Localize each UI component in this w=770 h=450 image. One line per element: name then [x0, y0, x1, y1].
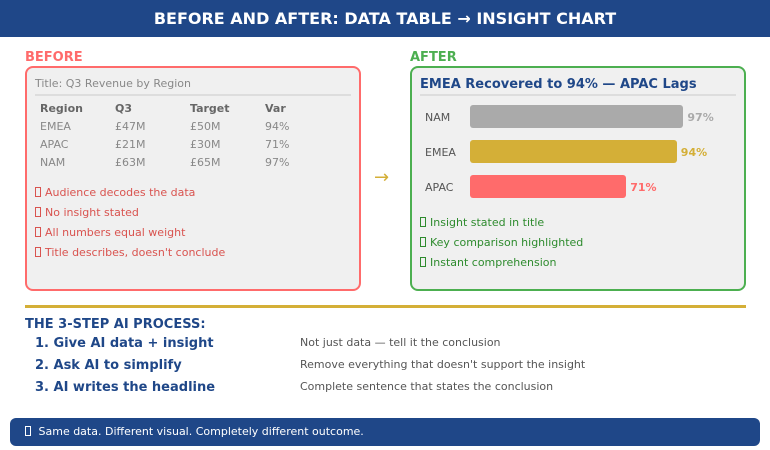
process-step-desc: Not just data — tell it the conclusion	[300, 336, 501, 349]
list-item-text: Audience decodes the data	[45, 186, 196, 199]
table-cell: APAC	[40, 138, 69, 151]
missing-glyph-icon	[420, 257, 426, 267]
list-item: Key comparison highlighted	[420, 236, 583, 249]
list-item: No insight stated	[35, 206, 139, 219]
table-cell: EMEA	[40, 120, 71, 133]
list-item-text: No insight stated	[45, 206, 139, 219]
arrow-icon: →	[374, 167, 390, 188]
list-item: All numbers equal weight	[35, 226, 185, 239]
bar-label: NAM	[425, 111, 451, 124]
table-cell: £21M	[115, 138, 146, 151]
column-header: Var	[265, 102, 286, 115]
table-cell: 97%	[265, 156, 290, 169]
table-cell: £50M	[190, 120, 221, 133]
table-cell: £30M	[190, 138, 221, 151]
list-item-text: Title describes, doesn't conclude	[45, 246, 226, 259]
process-step: 3. AI writes the headline	[35, 380, 216, 395]
bar-label: APAC	[425, 181, 454, 194]
process-step: 1. Give AI data + insight	[35, 336, 214, 351]
missing-glyph-icon	[25, 426, 31, 436]
table-cell: NAM	[40, 156, 66, 169]
table-cell: 94%	[265, 120, 290, 133]
missing-glyph-icon	[35, 207, 41, 217]
process-title: THE 3-STEP AI PROCESS:	[25, 317, 206, 332]
list-item-text: Instant comprehension	[430, 256, 557, 269]
list-item: Insight stated in title	[420, 216, 544, 229]
list-item-text: Insight stated in title	[430, 216, 545, 229]
footer-text: Same data. Different visual. Completely …	[38, 425, 364, 438]
before-panel: Title: Q3 Revenue by Region Region Q3 Targ…	[25, 66, 361, 291]
missing-glyph-icon	[420, 237, 426, 247]
list-item: Instant comprehension	[420, 256, 557, 269]
bar-value: 94%	[680, 146, 708, 159]
footer-banner: Same data. Different visual. Completely …	[10, 418, 760, 446]
column-header: Target	[190, 102, 230, 115]
bar-nam	[470, 105, 684, 128]
bar-value: 97%	[687, 111, 714, 124]
bar-apac	[470, 175, 627, 198]
list-item-text: All numbers equal weight	[45, 226, 186, 239]
missing-glyph-icon	[35, 227, 41, 237]
table-title: Title: Q3 Revenue by Region	[35, 77, 191, 90]
list-item: Title describes, doesn't conclude	[35, 246, 225, 259]
divider	[420, 94, 736, 96]
after-panel: EMEA Recovered to 94% — APAC Lags NAM 97%…	[410, 66, 746, 291]
bar-label: EMEA	[425, 146, 456, 159]
after-label: AFTER	[410, 50, 457, 65]
process-step-desc: Remove everything that doesn't support t…	[300, 358, 586, 371]
process-step: 2. Ask AI to simplify	[35, 358, 182, 373]
missing-glyph-icon	[35, 247, 41, 257]
page-header: BEFORE AND AFTER: DATA TABLE → INSIGHT C…	[0, 0, 770, 37]
process-step-desc: Complete sentence that states the conclu…	[300, 380, 554, 393]
column-header: Q3	[115, 102, 133, 115]
table-cell: 71%	[265, 138, 290, 151]
divider	[35, 94, 351, 96]
missing-glyph-icon	[35, 187, 41, 197]
bar-value: 71%	[630, 181, 657, 194]
missing-glyph-icon	[420, 217, 426, 227]
table-cell: £63M	[115, 156, 146, 169]
before-label: BEFORE	[25, 50, 83, 65]
section-divider	[25, 305, 746, 308]
bar-emea	[470, 140, 677, 163]
list-item: Audience decodes the data	[35, 186, 195, 199]
chart-title: EMEA Recovered to 94% — APAC Lags	[420, 77, 697, 92]
page-title: BEFORE AND AFTER: DATA TABLE → INSIGHT C…	[153, 9, 617, 28]
table-cell: £65M	[190, 156, 221, 169]
column-header: Region	[40, 102, 83, 115]
list-item-text: Key comparison highlighted	[430, 236, 584, 249]
table-cell: £47M	[115, 120, 146, 133]
